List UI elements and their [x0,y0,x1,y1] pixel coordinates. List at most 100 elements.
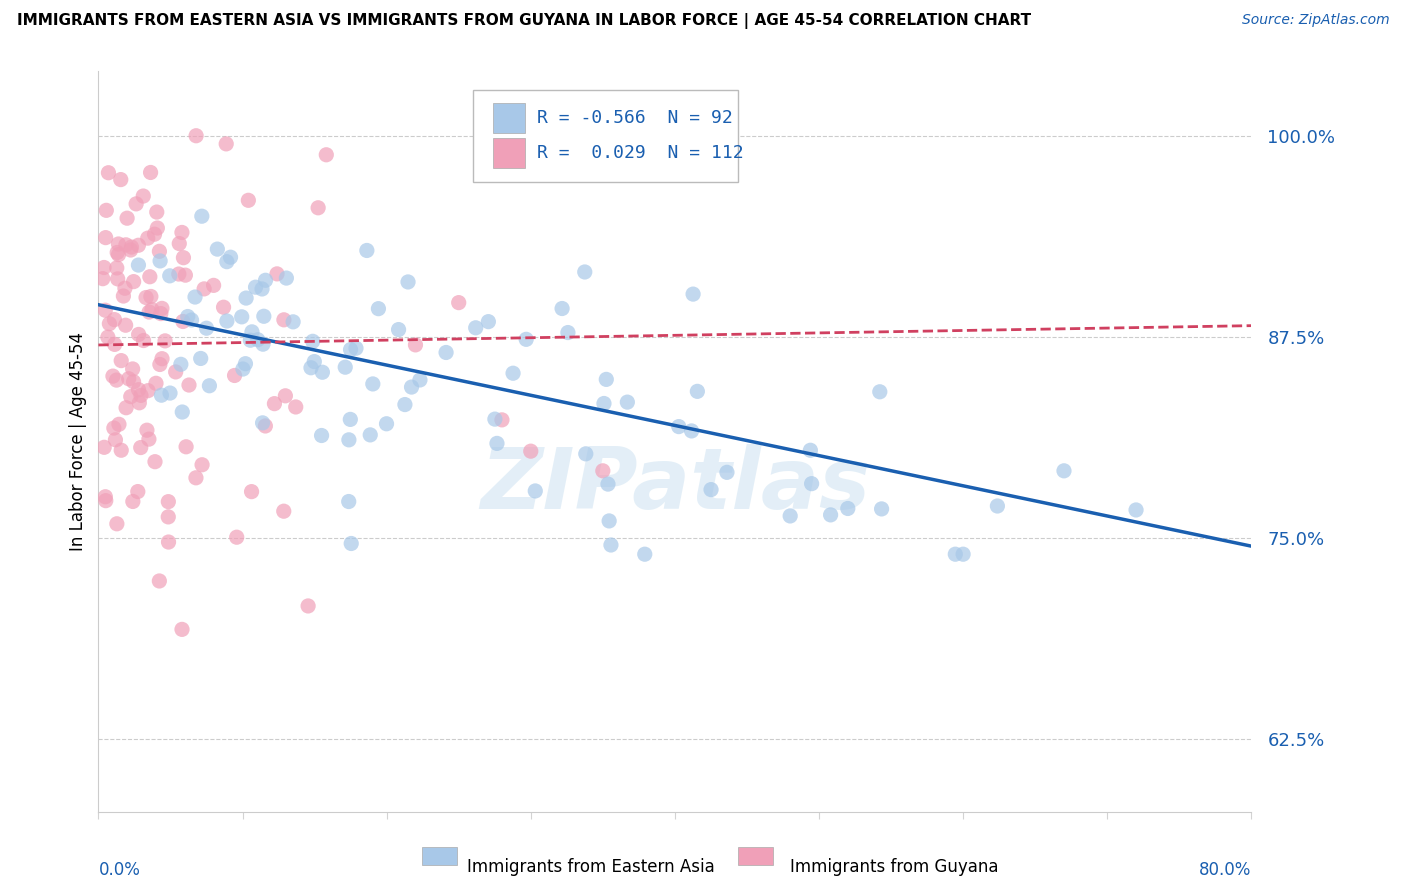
Text: 80.0%: 80.0% [1199,861,1251,879]
Point [127,258,149,272]
Point [596,477,619,491]
Point [263,397,285,411]
Point [986,499,1008,513]
Point [311,365,333,379]
Point [284,400,307,414]
Point [103,421,125,435]
Point [121,494,143,508]
Point [716,466,738,480]
Point [299,360,322,375]
Point [240,325,263,339]
Point [231,310,253,324]
Point [146,205,169,219]
Point [485,436,508,450]
Point [159,268,181,283]
Point [800,476,823,491]
Point [180,313,202,327]
Point [434,345,457,359]
Point [837,501,859,516]
Point [129,388,152,402]
Point [254,419,277,434]
Point [250,282,273,296]
Point [700,483,723,497]
Point [681,424,703,438]
Point [125,197,148,211]
Point [136,231,159,245]
Point [157,509,180,524]
Point [94,303,117,318]
Point [593,396,616,410]
Point [150,301,173,316]
Point [110,172,132,186]
Point [598,514,620,528]
Point [276,271,298,285]
Point [127,238,149,252]
Point [253,310,276,324]
Point [191,209,214,223]
Point [447,295,470,310]
Point [149,254,172,268]
Point [409,373,432,387]
Point [120,240,142,254]
Point [190,351,212,366]
Point [484,412,506,426]
Point [869,384,891,399]
Point [361,376,384,391]
Point [191,458,214,472]
Point [122,375,145,389]
Point [174,440,197,454]
Point [118,372,141,386]
Point [104,433,127,447]
Point [98,317,121,331]
Point [215,314,238,328]
Point [94,493,117,508]
Point [157,494,180,508]
Point [202,278,225,293]
Point [1053,464,1076,478]
Point [359,428,381,442]
Point [252,337,274,351]
Point [235,357,257,371]
Point [93,440,115,454]
Point [943,547,966,561]
Point [96,203,118,218]
Point [149,307,172,321]
Point [574,265,596,279]
Point [110,353,132,368]
Point [311,428,333,442]
Point [135,291,157,305]
Point [170,226,193,240]
Point [136,384,159,398]
Point [337,494,360,508]
Point [105,516,128,531]
Point [120,243,142,257]
Point [132,334,155,348]
Y-axis label: In Labor Force | Age 45-54: In Labor Force | Age 45-54 [69,332,87,551]
Point [273,313,295,327]
Point [97,330,120,344]
Point [150,388,173,402]
Point [464,320,486,334]
Point [339,412,361,426]
Point [127,484,149,499]
Point [477,315,499,329]
Point [195,321,218,335]
Point [139,269,162,284]
Point [799,443,821,458]
Point [304,354,326,368]
Point [219,250,242,264]
Point [105,260,128,275]
Point [115,401,138,415]
Point [344,341,367,355]
Point [225,530,247,544]
Point [120,390,142,404]
Point [148,244,170,259]
Point [274,389,297,403]
Point [139,165,162,179]
Point [215,136,238,151]
Point [108,417,131,432]
Point [668,419,690,434]
Point [307,201,329,215]
Point [170,623,193,637]
Point [394,398,416,412]
